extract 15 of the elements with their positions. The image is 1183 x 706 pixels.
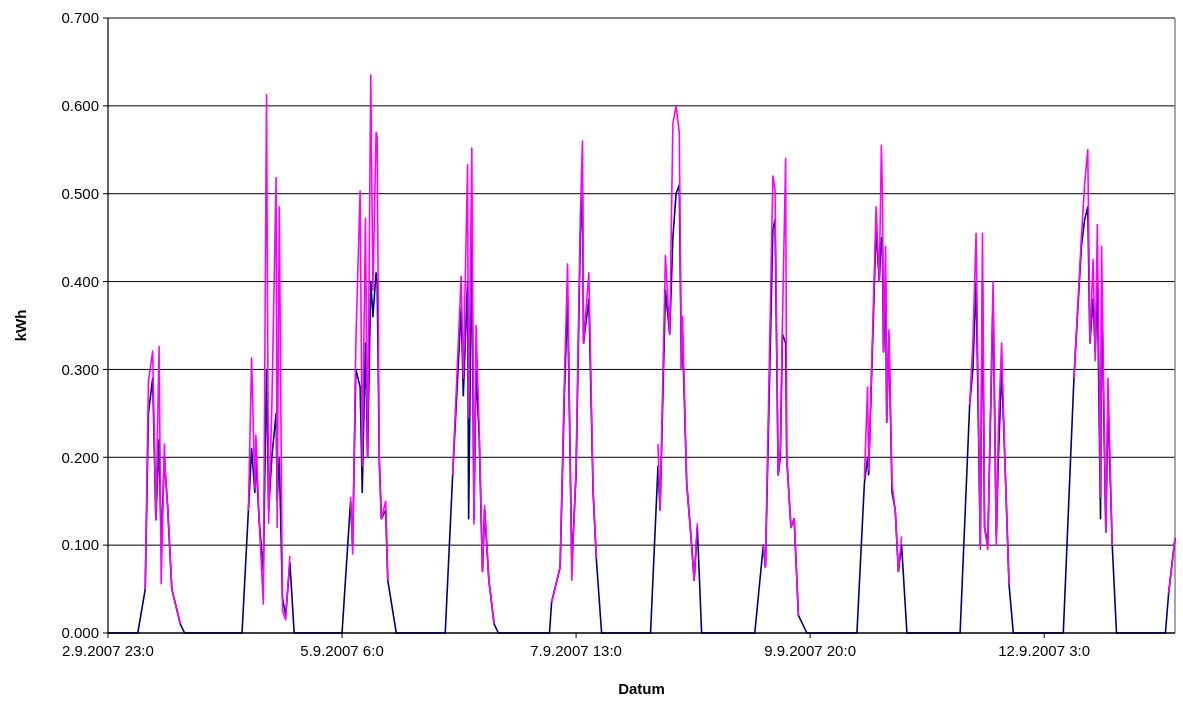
x-tick-label: 12.9.2007 3:0 (998, 642, 1091, 659)
y-tick-label: 0.100 (61, 536, 99, 554)
y-tick-label: 0.700 (61, 9, 99, 27)
y-tick-label: 0.000 (61, 624, 99, 642)
y-tick-label: 0.400 (61, 272, 99, 290)
x-tick-label: 5.9.2007 6:0 (300, 642, 384, 659)
y-axis-title: kWh (12, 309, 29, 342)
x-tick-label: 7.9.2007 13:0 (530, 642, 622, 659)
x-tick-label: 2.9.2007 23:0 (62, 642, 154, 659)
y-tick-label: 0.300 (61, 360, 99, 378)
x-tick-label: 9.9.2007 20:0 (764, 642, 856, 659)
y-tick-label: 0.500 (61, 184, 99, 202)
x-axis-title: Datum (618, 680, 665, 697)
y-tick-label: 0.600 (61, 97, 99, 115)
y-tick-label: 0.200 (61, 448, 99, 466)
